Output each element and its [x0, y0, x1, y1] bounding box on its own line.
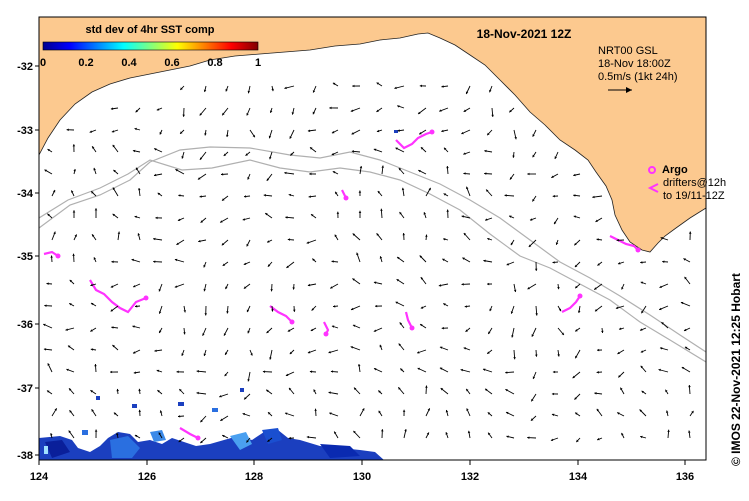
map-title: 18-Nov-2021 12Z	[477, 27, 572, 41]
legend-model: NRT00 GSL	[598, 45, 658, 57]
y-axis: -32 -33 -34 -35 -36 -37 -38	[17, 61, 39, 462]
legend-time: 18-Nov 18:00Z	[598, 58, 671, 70]
colorbar-tick-label: 0.2	[78, 57, 93, 69]
colorbar-title: std dev of 4hr SST comp	[86, 24, 215, 36]
x-axis: 124 126 128 130 132 134 136	[30, 460, 694, 483]
legend-scale: 0.5m/s (1kt 24h)	[598, 71, 677, 83]
colorbar-gradient	[43, 42, 258, 50]
y-tick-label: -37	[17, 383, 33, 395]
y-tick-label: -38	[17, 450, 33, 462]
argo-label: Argo	[662, 164, 688, 176]
colorbar-tick-label: 0.8	[207, 57, 222, 69]
y-tick-label: -36	[17, 319, 33, 331]
x-tick-label: 134	[569, 471, 588, 483]
x-tick-label: 126	[138, 471, 156, 483]
x-tick-label: 136	[676, 471, 694, 483]
colorbar-tick-label: 0.4	[121, 57, 137, 69]
colorbar-tick-label: 1	[255, 57, 261, 69]
x-tick-label: 124	[30, 471, 49, 483]
imos-credit: © IMOS 22-Nov-2021 12:25 Hobart	[729, 273, 743, 466]
argo-drifter-line1: drifters@12h	[663, 177, 726, 189]
argo-drifter-line2: to 19/11-12Z	[663, 190, 725, 202]
colorbar-tick-label: 0	[40, 57, 46, 69]
y-tick-label: -34	[17, 188, 34, 200]
y-tick-label: -35	[17, 251, 33, 263]
x-tick-label: 128	[245, 471, 263, 483]
x-tick-label: 130	[353, 471, 371, 483]
colorbar-tick-label: 0.6	[164, 57, 179, 69]
y-tick-label: -32	[17, 61, 33, 73]
x-tick-label: 132	[461, 471, 479, 483]
y-tick-label: -33	[17, 125, 33, 137]
